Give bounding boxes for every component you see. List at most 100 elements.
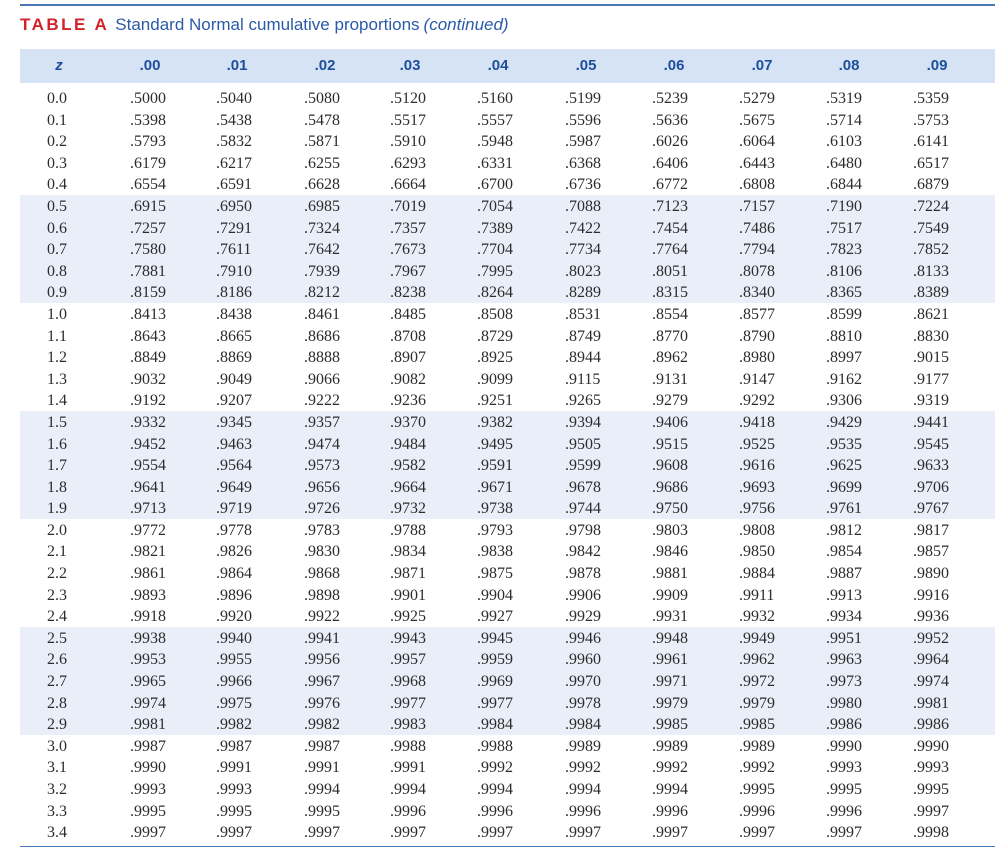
table-cell: .9616 (739, 457, 775, 475)
table-cell: .9936 (913, 608, 949, 626)
table-cell: .7580 (130, 241, 166, 259)
table-cell: .9995 (304, 802, 340, 820)
table-cell: .9916 (913, 586, 949, 604)
z-value: 3.0 (47, 737, 67, 755)
table-cell: .5871 (304, 133, 340, 151)
table-cell: .9970 (565, 673, 601, 691)
table-cell: .9929 (565, 608, 601, 626)
table-cell: .9904 (477, 586, 513, 604)
table-cell: .9279 (652, 392, 688, 410)
table-cell: .6480 (826, 154, 862, 172)
value-column-9: .5319 .5714 .6103 .6480 .6844 .7190 .7517 .7823… (826, 88, 862, 844)
table-cell: .5478 (304, 111, 340, 129)
value-column-4: .5120 .5517 .5910 .6293 .6664 .7019 .7357 .7673… (390, 88, 426, 844)
table-cell: .5832 (216, 133, 252, 151)
z-value: 0.3 (47, 154, 67, 172)
table-cell: .9992 (565, 759, 601, 777)
table-cell: .5040 (216, 90, 252, 107)
table-cell: .9952 (913, 629, 949, 647)
table-cell: .9887 (826, 565, 862, 583)
table-cell: .9986 (913, 716, 949, 734)
shaded-band (20, 195, 995, 303)
value-column-10: .5359 .5753 .6141 .6517 .6879 .7224 .7549 .7852… (913, 88, 949, 844)
table-cell: .9993 (216, 781, 252, 798)
table-cell: .9608 (652, 457, 688, 475)
value-column-6: .5199 .5596 .5987 .6368 .6736 .7088 .7422 .7734… (565, 88, 601, 844)
table-cell: .5160 (477, 90, 513, 107)
table-cell: .9236 (390, 392, 426, 410)
table-cell: .9332 (130, 413, 166, 431)
table-cell: .9678 (565, 478, 601, 496)
table-cell: .9985 (739, 716, 775, 734)
z-column: 0.0 0.1 0.2 0.3 0.4 0.5 0.6 0.7 0.8 0.9 1.0 1.1 1.2 1… (47, 88, 67, 844)
table-cell: .9750 (652, 500, 688, 518)
table-cell: .9988 (390, 737, 426, 755)
table-cell: .9633 (913, 457, 949, 475)
table-cell: .9996 (565, 802, 601, 820)
table-cell: .6700 (477, 176, 513, 194)
table-cell: .6517 (913, 154, 949, 172)
table-cell: .9292 (739, 392, 775, 410)
table-cell: .7549 (913, 219, 949, 237)
table-cell: .5753 (913, 111, 949, 129)
table-cell: .8413 (130, 305, 166, 323)
header-col-4: .03 (399, 57, 421, 74)
table-cell: .9925 (390, 608, 426, 626)
table-cell: .9932 (739, 608, 775, 626)
table-cell: .9996 (826, 802, 862, 820)
table-cell: .9985 (652, 716, 688, 734)
table-cell: .9484 (390, 435, 426, 453)
table-cell: .9966 (216, 673, 252, 691)
table-cell: .6064 (739, 133, 775, 151)
table-cell: .7486 (739, 219, 775, 237)
table-cell: .8849 (130, 349, 166, 367)
table-cell: .6217 (216, 154, 252, 172)
table-cell: .9934 (826, 608, 862, 626)
table-cell: .7734 (565, 241, 601, 259)
table-cell: .7454 (652, 219, 688, 237)
table-cell: .9989 (652, 737, 688, 755)
table-cell: .7324 (304, 219, 340, 237)
table-cell: .9495 (477, 435, 513, 453)
value-column-3: .5080 .5478 .5871 .6255 .6628 .6985 .7324 .7642… (304, 88, 340, 844)
table-cell: .9554 (130, 457, 166, 475)
table-cell: .6591 (216, 176, 252, 194)
table-cell: .9515 (652, 435, 688, 453)
table-cell: .6026 (652, 133, 688, 151)
header-col-1: .00 (139, 57, 161, 74)
table-cell: .8531 (565, 305, 601, 323)
table-cell: .9265 (565, 392, 601, 410)
header-col-2: .01 (226, 57, 248, 74)
table-cell: .9987 (304, 737, 340, 755)
table-cell: .9699 (826, 478, 862, 496)
table-cell: .9394 (565, 413, 601, 431)
table-cell: .5910 (390, 133, 426, 151)
table-cell: .8389 (913, 284, 949, 302)
table-cell: .9738 (477, 500, 513, 518)
table-cell: .9992 (652, 759, 688, 777)
table-cell: .7422 (565, 219, 601, 237)
table-cell: .9993 (130, 781, 166, 798)
table-cell: .5319 (826, 90, 862, 107)
table-cell: .8907 (390, 349, 426, 367)
z-value: 0.5 (47, 197, 67, 215)
table-title-continued: (continued) (423, 15, 509, 34)
table-cell: .9868 (304, 565, 340, 583)
table-cell: .9992 (477, 759, 513, 777)
table-cell: .9996 (652, 802, 688, 820)
table-cell: .9997 (304, 824, 340, 842)
header-col-6: .05 (575, 57, 597, 74)
table-cell: .5398 (130, 111, 166, 129)
table-cell: .9984 (565, 716, 601, 734)
table-cell: .7224 (913, 197, 949, 215)
table-cell: .9997 (565, 824, 601, 842)
table-cell: .8461 (304, 305, 340, 323)
table-cell: .9948 (652, 629, 688, 647)
z-value: 1.8 (47, 478, 67, 496)
table-cell: .9909 (652, 586, 688, 604)
table-cell: .9997 (826, 824, 862, 842)
table-cell: .5359 (913, 90, 949, 107)
z-value: 1.7 (47, 457, 67, 475)
table-cell: .9345 (216, 413, 252, 431)
table-cell: .7157 (739, 197, 775, 215)
